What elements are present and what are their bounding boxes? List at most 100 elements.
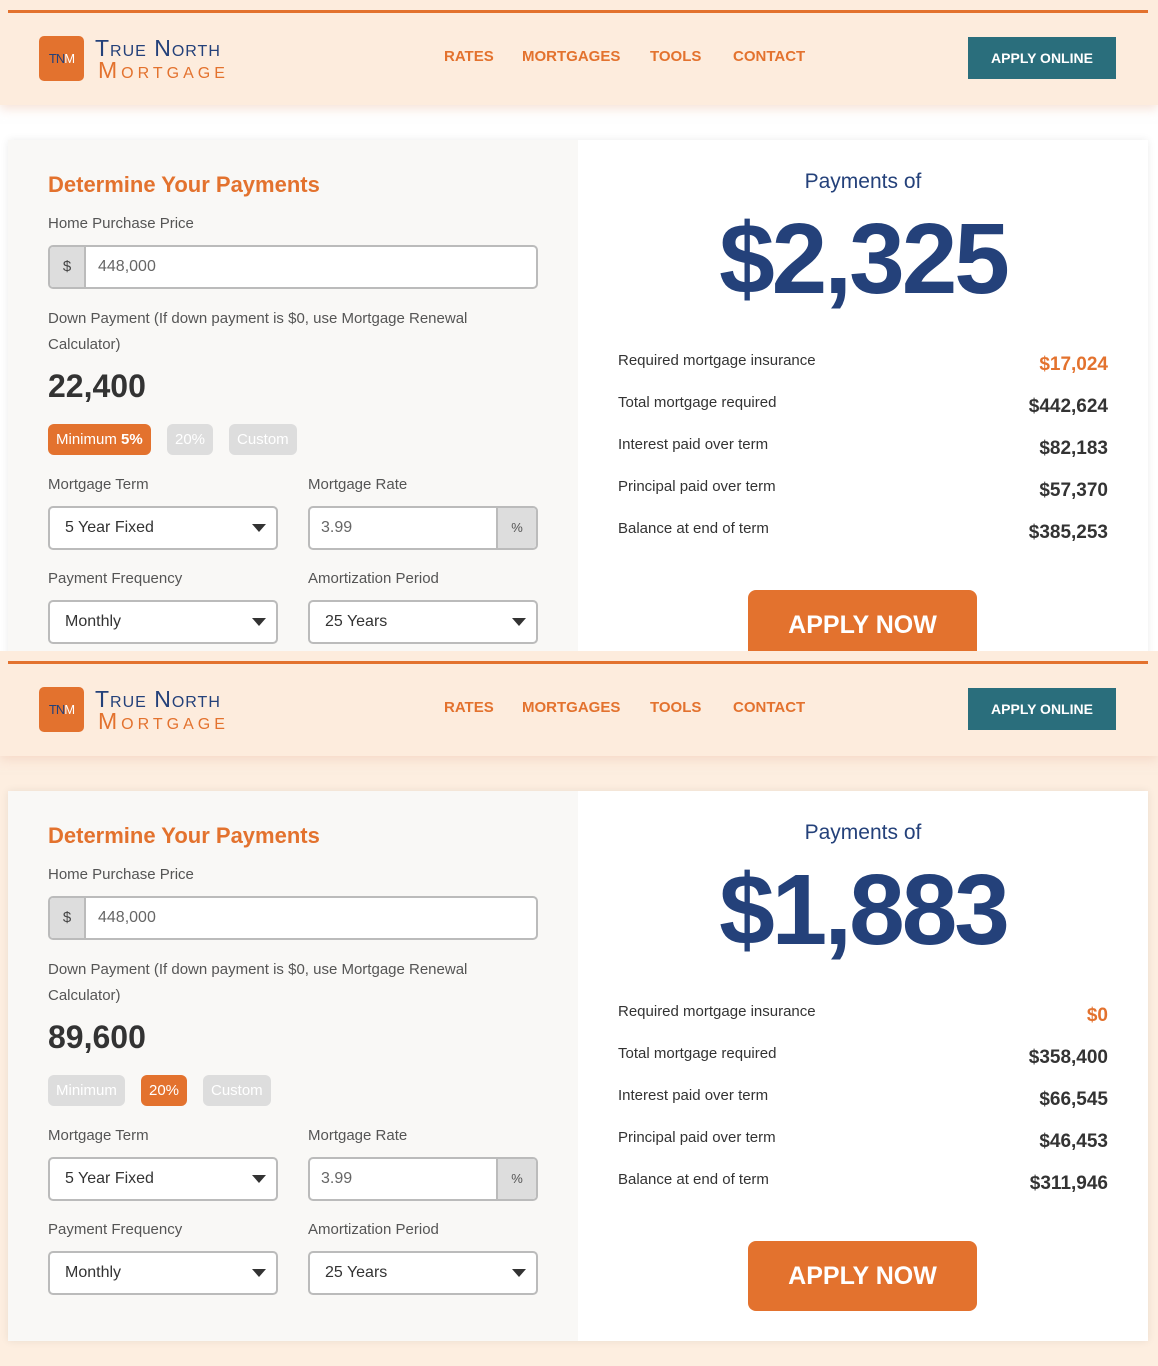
nav-tools[interactable]: TOOLS [650,699,702,716]
logo-line2: Mortgage [98,57,229,83]
price-label: Home Purchase Price [48,866,194,883]
header-accent-line [8,10,1148,13]
chevron-down-icon [252,1175,266,1183]
frequency-select[interactable]: Monthly [48,1251,278,1295]
chevron-down-icon [252,618,266,626]
nav-contact[interactable]: CONTACT [733,48,806,65]
result-label: Required mortgage insurance [618,352,816,369]
result-value: $66,545 [1039,1089,1108,1110]
rate-label: Mortgage Rate [308,476,408,493]
frequency-value: Monthly [65,1264,122,1281]
result-label: Balance at end of term [618,520,769,537]
down-option-strong: 5% [121,431,143,448]
calculator-card: Determine Your Payments Home Purchase Pr… [8,140,1148,651]
chevron-down-icon [252,524,266,532]
logo-mark-tn: TN [48,51,65,66]
percent-suffix: % [496,508,536,548]
form-heading: Determine Your Payments [48,172,320,197]
logo-line2: Mortgage [98,708,229,734]
amortization-select[interactable]: 25 Years [308,600,538,644]
rate-value: 3.99 [321,1170,353,1187]
result-row: Total mortgage required $442,624 [618,394,1108,424]
down-payment-label: Down Payment (If down payment is $0, use… [48,310,468,353]
rate-input[interactable]: 3.99 % [308,1157,538,1201]
frequency-value: Monthly [65,613,122,630]
result-label: Balance at end of term [618,1171,769,1188]
result-value: $82,183 [1039,438,1108,459]
nav-contact[interactable]: CONTACT [733,699,806,716]
payments-of-label: Payments of [804,821,922,844]
nav-mortgages[interactable]: MORTGAGES [522,48,621,65]
payment-amount: $2,325 [719,203,1010,315]
apply-online-button[interactable]: APPLY ONLINE [968,688,1116,730]
logo-mark[interactable]: TNM [39,36,84,81]
result-label: Total mortgage required [618,1045,777,1062]
result-label: Principal paid over term [618,1129,776,1146]
result-label: Total mortgage required [618,394,777,411]
nav-rates[interactable]: RATES [444,48,494,65]
chevron-down-icon [512,618,526,626]
calculator-form: Determine Your Payments Home Purchase Pr… [8,140,578,651]
chevron-down-icon [252,1269,266,1277]
nav-mortgages[interactable]: MORTGAGES [522,699,621,716]
price-label: Home Purchase Price [48,215,194,232]
down-option-20[interactable]: 20% [141,1075,188,1106]
calculator-screen-20-percent: TNM True North Mortgage RATES MORTGAGES … [0,651,1158,1366]
term-value: 5 Year Fixed [65,1170,154,1187]
payment-amount: $1,883 [719,854,1010,966]
result-row: Required mortgage insurance $17,024 [618,352,1108,382]
price-input[interactable]: $ 448,000 [48,896,538,940]
amortization-select[interactable]: 25 Years [308,1251,538,1295]
nav-rates[interactable]: RATES [444,699,494,716]
down-option-label: Minimum [56,1082,117,1099]
result-row: Balance at end of term $311,946 [618,1171,1108,1201]
apply-now-button[interactable]: APPLY NOW [748,590,977,651]
result-value: $358,400 [1028,1047,1108,1068]
chevron-down-icon [512,1269,526,1277]
logo-mark[interactable]: TNM [39,687,84,732]
down-option-20[interactable]: 20% [167,424,214,455]
result-value: $57,370 [1039,480,1108,501]
result-row: Principal paid over term $46,453 [618,1129,1108,1159]
down-payment-label: Down Payment (If down payment is $0, use… [48,961,468,1004]
down-payment-value: 22,400 [48,368,146,404]
currency-prefix: $ [50,898,86,938]
logo-mark-tn: TN [48,702,65,717]
down-option-custom[interactable]: Custom [203,1075,271,1106]
result-row: Interest paid over term $66,545 [618,1087,1108,1117]
down-payment-value: 89,600 [48,1019,146,1055]
percent-suffix: % [496,1159,536,1199]
frequency-select[interactable]: Monthly [48,600,278,644]
term-select[interactable]: 5 Year Fixed [48,1157,278,1201]
term-select[interactable]: 5 Year Fixed [48,506,278,550]
result-value: $385,253 [1028,522,1108,543]
term-value: 5 Year Fixed [65,519,154,536]
apply-now-button[interactable]: APPLY NOW [748,1241,977,1311]
result-label: Interest paid over term [618,436,769,453]
frequency-label: Payment Frequency [48,570,183,587]
apply-online-button[interactable]: APPLY ONLINE [968,37,1116,79]
frequency-label: Payment Frequency [48,1221,183,1238]
down-option-minimum[interactable]: Minimum 5% [48,424,151,455]
result-value: $311,946 [1029,1173,1108,1194]
form-heading: Determine Your Payments [48,823,320,848]
term-label: Mortgage Term [48,1127,149,1144]
site-header: TNM True North Mortgage RATES MORTGAGES … [0,0,1158,105]
site-header: TNM True North Mortgage RATES MORTGAGES … [0,651,1158,756]
down-option-minimum[interactable]: Minimum [48,1075,125,1106]
rate-input[interactable]: 3.99 % [308,506,538,550]
result-value: $17,024 [1039,354,1108,375]
result-value: $0 [1086,1005,1108,1026]
result-label: Required mortgage insurance [618,1003,816,1020]
nav-tools[interactable]: TOOLS [650,48,702,65]
price-value: 448,000 [98,909,156,926]
calculator-card: Determine Your Payments Home Purchase Pr… [8,791,1148,1341]
logo-mark-m: M [64,702,75,717]
result-label: Interest paid over term [618,1087,769,1104]
result-row: Balance at end of term $385,253 [618,520,1108,550]
amortization-label: Amortization Period [308,570,439,587]
rate-value: 3.99 [321,519,353,536]
calculator-screen-minimum: TNM True North Mortgage RATES MORTGAGES … [0,0,1158,651]
down-option-custom[interactable]: Custom [229,424,297,455]
price-input[interactable]: $ 448,000 [48,245,538,289]
